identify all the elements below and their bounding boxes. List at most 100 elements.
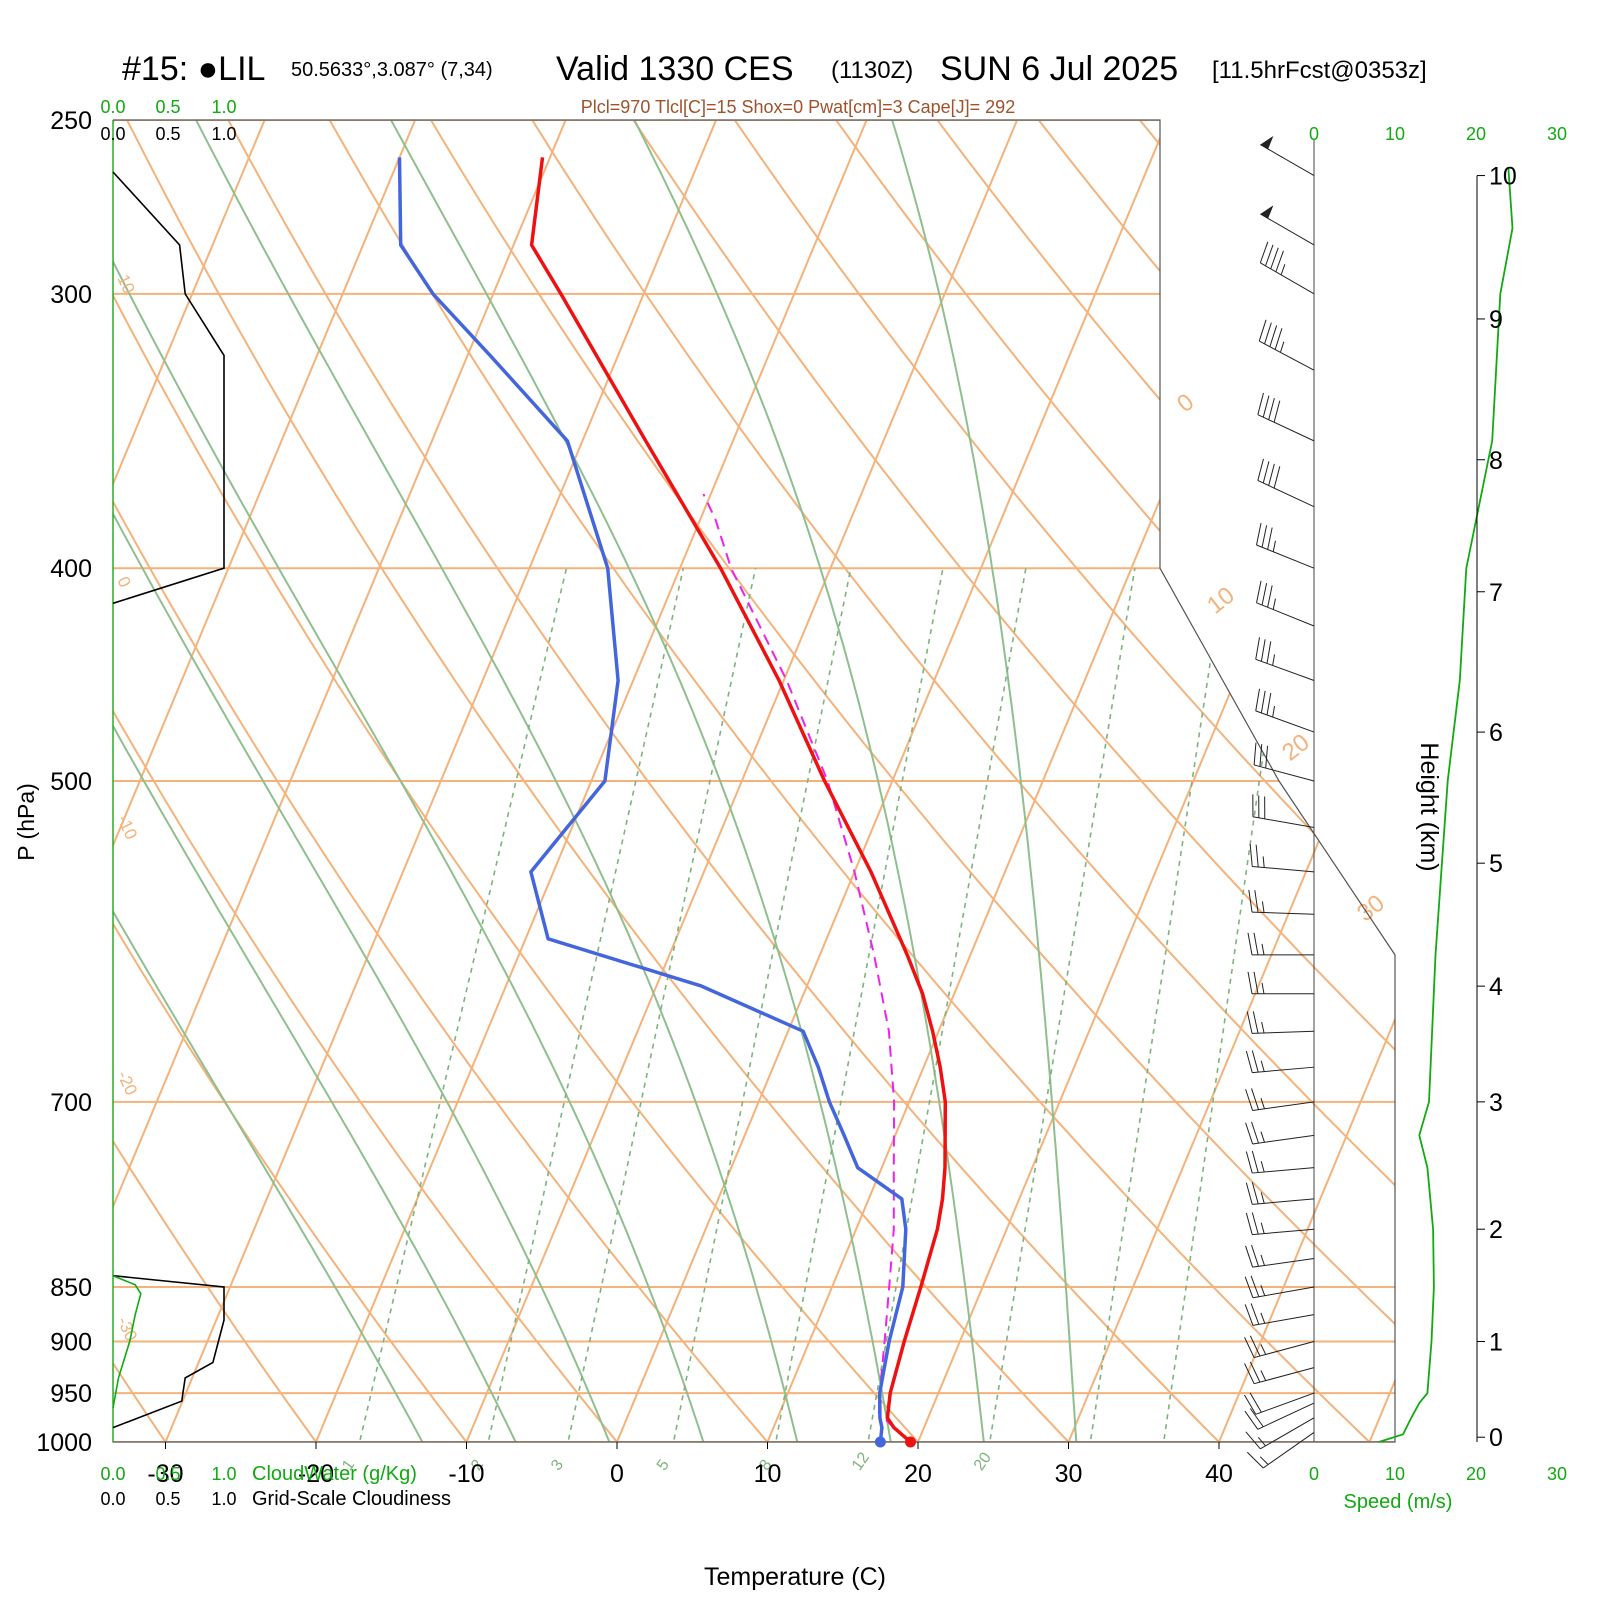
barb-half-feather — [1272, 705, 1276, 718]
wind-barb — [1252, 794, 1315, 829]
barb-feather — [1259, 744, 1263, 767]
barb-feather — [1267, 585, 1273, 608]
wind-barb — [1244, 1275, 1315, 1299]
dry-adiabat — [1107, 120, 1395, 1442]
barb-feather — [1252, 1011, 1259, 1034]
barb-half-feather — [1260, 1344, 1267, 1355]
cloudiness-profile-upper — [112, 171, 225, 605]
barb-feather — [1246, 1451, 1264, 1469]
dry-adiabat — [206, 120, 1267, 1442]
barb-feather — [1260, 690, 1266, 714]
cloudwater-scale-bottom: 1.0 — [211, 1464, 236, 1484]
isotherm-line — [295, 120, 884, 1442]
cloudiness-label: Grid-Scale Cloudiness — [252, 1488, 451, 1510]
barb-staff — [1252, 816, 1315, 829]
barb-half-feather — [1259, 1456, 1269, 1465]
barb-feather — [1249, 1361, 1261, 1383]
barb-staff — [1257, 480, 1315, 508]
isotherm-line — [145, 120, 734, 1442]
barb-feather — [1253, 932, 1259, 955]
speed-scale-top: 20 — [1466, 124, 1486, 144]
cloudiness-scale-top: 1.0 — [211, 124, 236, 144]
x-tick-label: 10 — [754, 1460, 782, 1488]
isotherm-label: -30 — [113, 1314, 141, 1344]
barb-feather — [1255, 844, 1259, 868]
barb-feather — [1257, 458, 1264, 481]
profiles — [112, 157, 1514, 1448]
barb-feather — [1258, 319, 1267, 342]
barb-staff — [1252, 1167, 1315, 1174]
cloudwater-profile — [112, 1274, 142, 1409]
station-coords: 50.5633°,3.087° (7,34) — [291, 59, 493, 81]
wind-barb — [1244, 1303, 1315, 1326]
wind-barbs — [1244, 135, 1315, 1469]
barb-staff — [1260, 1417, 1315, 1450]
moist-adiabat — [113, 120, 539, 1442]
mixing-ratio-line — [347, 568, 568, 1442]
mixing-ratio-line — [477, 568, 685, 1442]
wind-barb — [1248, 889, 1315, 915]
speed-scale-top: 30 — [1547, 124, 1567, 144]
wind-barb — [1247, 932, 1314, 956]
height-tick-label: 8 — [1489, 447, 1503, 475]
mixing-ratio-line — [557, 568, 757, 1442]
dry-adiabat — [407, 120, 1395, 1442]
speed-scale-top: 10 — [1385, 124, 1405, 144]
surface-dewpoint-marker — [874, 1436, 886, 1448]
barb-feather — [1249, 844, 1253, 867]
barb-feather — [1251, 1121, 1260, 1144]
barb-staff — [1252, 1134, 1315, 1145]
barb-feather — [1262, 461, 1270, 484]
wind-barb — [1245, 1088, 1315, 1111]
barb-half-feather — [1261, 982, 1265, 994]
isotherm-line — [747, 120, 1336, 1442]
dry-adiabat — [907, 120, 1395, 1442]
barb-feather — [1245, 1245, 1254, 1268]
barb-feather — [1270, 247, 1279, 270]
height-tick-label: 10 — [1489, 163, 1517, 191]
wind-barb — [1253, 742, 1315, 782]
barb-feather — [1255, 688, 1260, 711]
wind-speed-profile — [1378, 168, 1514, 1443]
x-tick-label: 30 — [1055, 1460, 1083, 1488]
cloudiness-profile-lower — [112, 1274, 225, 1429]
moist-adiabat — [878, 120, 1081, 1442]
wind-barb — [1246, 1011, 1315, 1034]
barb-half-feather — [1260, 1131, 1265, 1143]
barb-half-feather — [1260, 1254, 1265, 1266]
plot-frame — [112, 119, 1396, 1443]
barb-staff — [1260, 262, 1315, 295]
moist-adiabat — [175, 120, 810, 1442]
barb-feather — [1262, 395, 1270, 418]
barb-staff — [1252, 1066, 1315, 1074]
dry-adiabat — [707, 120, 1395, 1442]
isotherm-label: -20 — [113, 1068, 141, 1098]
dry-adiabat — [807, 120, 1395, 1442]
mixing-ratio-line — [766, 568, 944, 1442]
barb-staff — [1252, 1030, 1315, 1034]
barb-feather — [1256, 580, 1262, 603]
moist-adiabat — [113, 120, 719, 1442]
barb-feather — [1245, 1050, 1253, 1073]
cloudiness-scale-bottom: 0.0 — [100, 1489, 125, 1509]
barb-feather — [1247, 971, 1253, 994]
forecast-info: [11.5hrFcst@0353z] — [1212, 57, 1427, 84]
wind-barb — [1255, 688, 1315, 733]
pressure-tick-label: 250 — [50, 107, 92, 135]
barb-staff — [1256, 544, 1315, 569]
isotherm-label: -10 — [113, 812, 141, 842]
barb-feather — [1244, 1394, 1257, 1415]
wind-barb — [1244, 1402, 1315, 1430]
pressure-tick-label: 300 — [50, 281, 92, 309]
barb-feather — [1266, 692, 1272, 716]
pressure-tick-label: 900 — [50, 1329, 92, 1357]
isotherm-label: 30 — [1352, 890, 1390, 928]
barb-staff — [1252, 1314, 1315, 1326]
barb-staff — [1253, 1341, 1315, 1359]
dry-adiabat — [307, 120, 1395, 1442]
height-tick-label: 1 — [1489, 1329, 1503, 1357]
cloudwater-scale-top: 0.5 — [155, 97, 180, 117]
barb-feather — [1245, 1431, 1261, 1450]
barb-feather — [1251, 1088, 1260, 1110]
